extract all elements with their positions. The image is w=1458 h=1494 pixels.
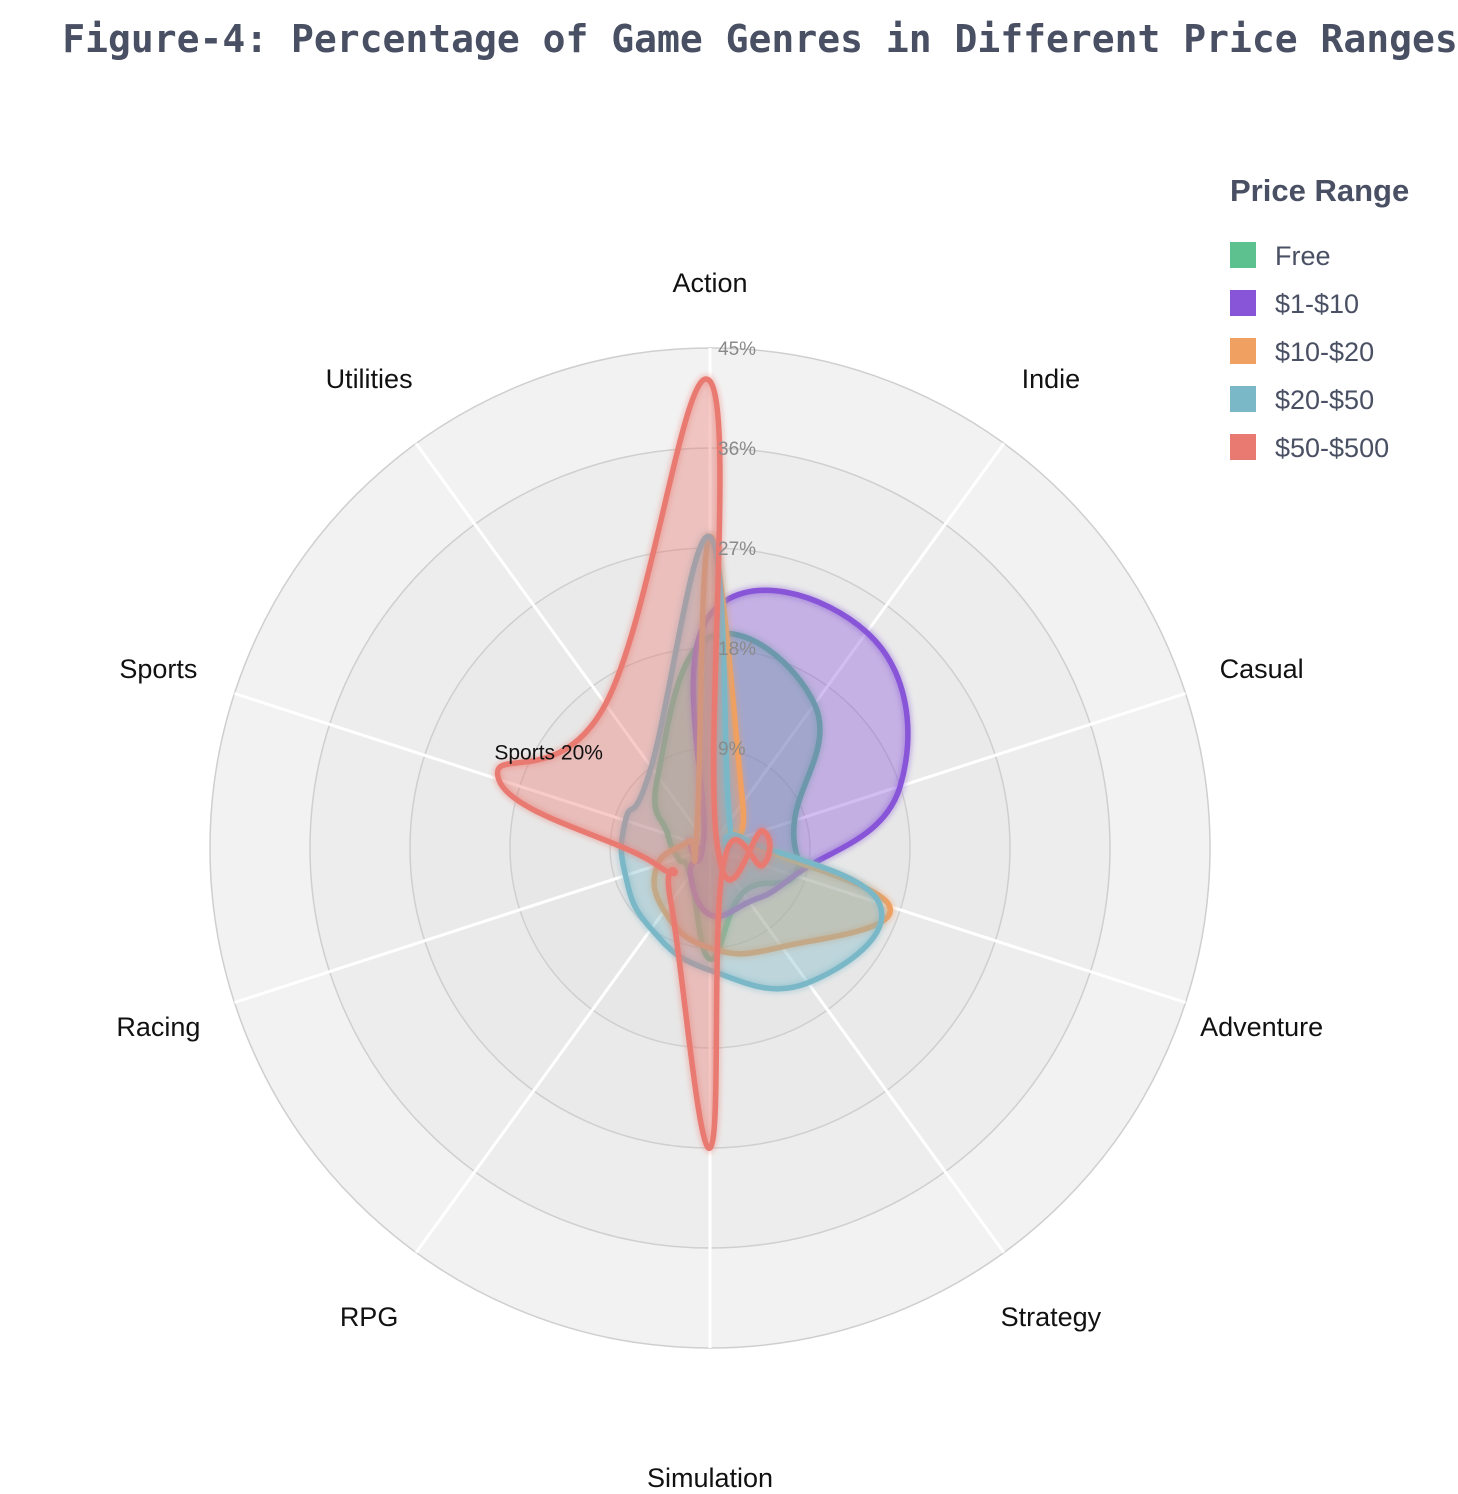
data-point [656,775,659,777]
data-point [688,840,690,842]
data-point [793,819,796,822]
radial-tick-label: 27% [718,539,756,560]
legend-label: $1-$10 [1275,289,1359,319]
category-label-indie: Indie [1022,364,1081,394]
spoke-line [708,847,1006,1254]
spoke-line [234,846,711,1004]
legend-swatch [1230,434,1256,460]
data-point [650,928,653,930]
legend-item[interactable]: $50-$500 [1230,433,1389,463]
data-point [728,820,731,822]
data-point [762,830,764,832]
data-point [709,380,711,383]
data-point [689,874,692,876]
legend-swatch [1230,338,1256,364]
legend-label: $20-$50 [1275,385,1374,415]
data-point [793,874,796,877]
data-point [663,910,666,912]
data-point [709,969,711,972]
category-label-action: Action [672,268,747,298]
data-point [781,946,783,948]
radial-tick-label: 18% [718,639,756,660]
legend: Price Range Free $1-$10 $10-$20 $20-$50 $50-… [1230,173,1409,463]
data-point [741,802,744,804]
chart-title: Figure-4: Percentage of Game Genres in D… [62,17,1458,61]
spoke-line [708,442,1006,849]
category-label-rpg: RPG [340,1302,399,1332]
data-point [666,833,669,836]
series-$50-$500 [492,374,775,1154]
data-point [741,892,744,894]
legend-swatch [1230,290,1256,316]
legend-label: $10-$20 [1275,337,1374,367]
category-label-racing: Racing [116,1012,200,1042]
radial-tick-label: 9% [718,739,746,760]
data-point [604,703,607,705]
legend-item[interactable]: $1-$10 [1230,289,1359,319]
spoke-line [709,692,1186,850]
data-point [878,902,880,904]
legend-item[interactable]: Free [1230,241,1331,271]
category-label-casual: Casual [1220,654,1304,684]
data-point [650,766,653,768]
data-point [722,865,724,867]
data-point [624,819,627,822]
data-point [709,947,711,949]
legend-label: $50-$500 [1275,433,1389,463]
data-point [709,1147,711,1149]
legend-swatch [1230,386,1256,412]
data-point [670,901,672,903]
data-point [813,703,816,705]
series-line [494,376,773,1151]
data-point [709,913,711,916]
data-point [709,636,711,638]
radial-tick-label: 36% [718,439,756,460]
data-point [715,838,718,840]
category-label-sports: Sports [119,654,197,684]
legend-label: Free [1275,241,1331,271]
data-point [709,613,711,616]
legend-title: Price Range [1230,173,1409,208]
category-label-utilities: Utilities [326,364,413,394]
radial-tick-layer: 9% 18% 27% 36% 45% [718,339,756,760]
category-label-adventure: Adventure [1200,1012,1323,1042]
data-point [709,536,711,538]
annotation-layer: Sports 20% [494,741,603,764]
data-point [899,785,902,787]
series-area [497,379,770,1149]
category-label-simulation: Simulation [647,1463,773,1493]
data-point [656,864,658,866]
spoke-line [234,692,711,850]
data-point [807,982,809,984]
radial-tick-label: 45% [718,339,756,360]
data-point [696,829,698,831]
annotation-label: Sports 20% [494,741,603,764]
data-point [497,778,500,781]
data-point [762,864,764,866]
data-point [702,838,705,840]
data-point [677,857,680,860]
legend-swatch [1230,242,1256,268]
category-label-strategy: Strategy [1001,1302,1102,1332]
data-point [709,958,711,960]
legend-item[interactable]: $20-$50 [1230,385,1374,415]
legend-item[interactable]: $10-$20 [1230,337,1374,367]
spoke-line [414,847,712,1254]
series-area [621,536,882,989]
category-label-layer: Action Indie Casual Adventure Strategy Simula… [116,268,1323,1493]
data-point [865,631,868,634]
data-point [624,874,627,877]
data-point [888,905,891,908]
data-point [748,901,750,903]
series-layer [492,374,913,1154]
